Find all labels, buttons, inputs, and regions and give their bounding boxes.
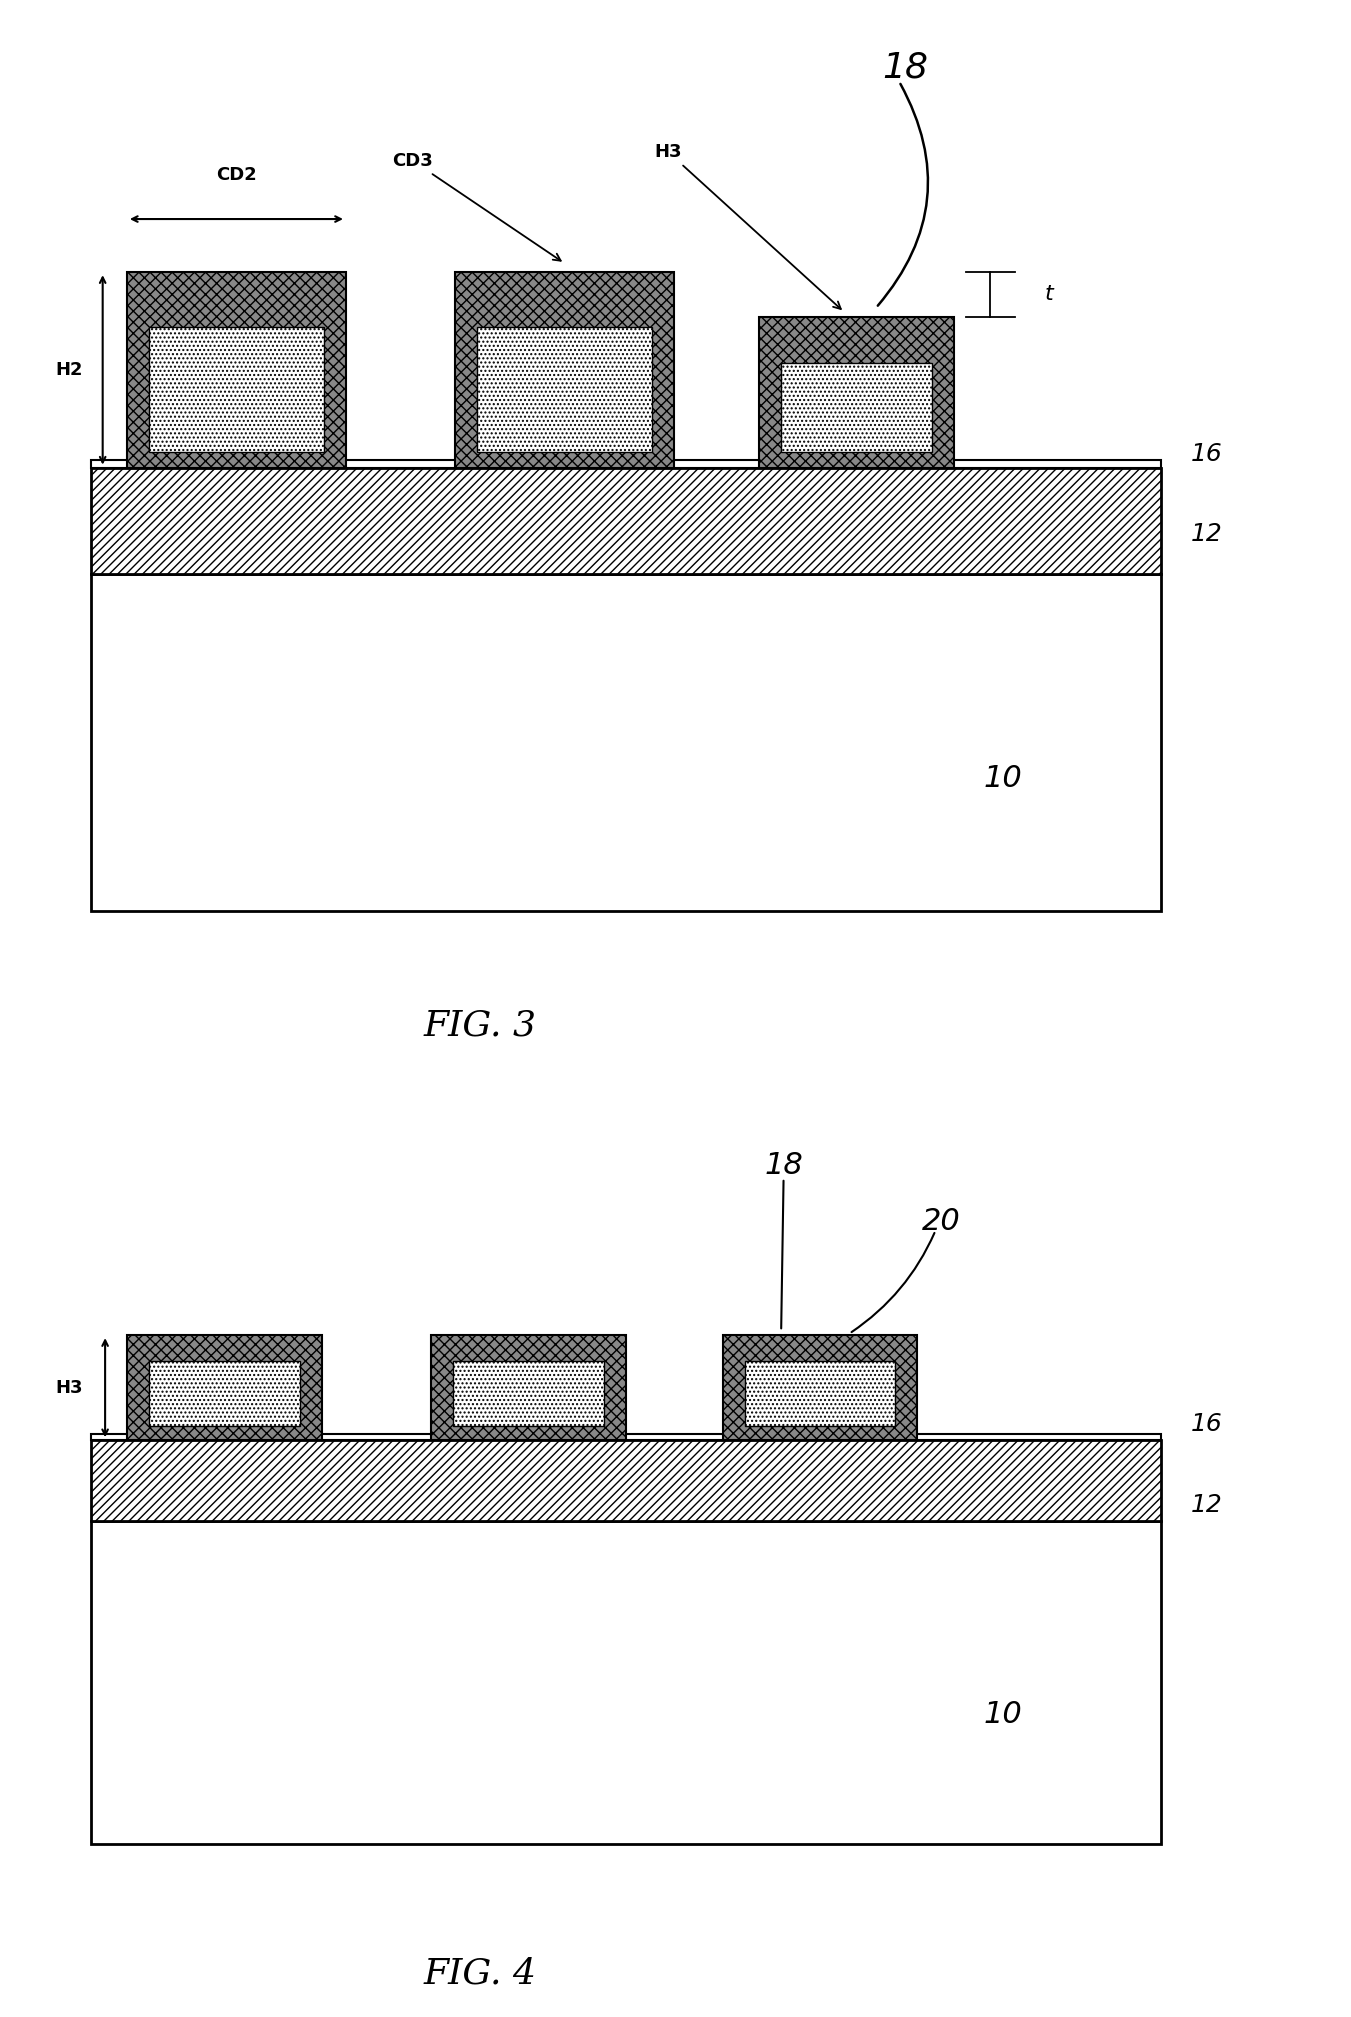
Text: CD2: CD2 — [216, 165, 257, 184]
Bar — [149, 327, 324, 452]
Bar — [455, 272, 674, 468]
Text: FIG. 4: FIG. 4 — [423, 1956, 536, 1991]
Text: 10: 10 — [984, 764, 1021, 793]
Text: 16: 16 — [1192, 1412, 1223, 1436]
Text: H3: H3 — [55, 1380, 82, 1396]
Bar — [91, 468, 1161, 575]
Bar — [431, 1335, 626, 1440]
Bar — [149, 1361, 300, 1426]
Bar — [453, 1361, 604, 1426]
Text: 12: 12 — [1192, 1493, 1223, 1517]
Text: 18: 18 — [882, 50, 928, 85]
Text: 20: 20 — [923, 1208, 961, 1236]
Text: 10: 10 — [984, 1700, 1021, 1729]
Bar — [91, 1434, 1161, 1440]
Text: 18: 18 — [765, 1152, 802, 1180]
Bar — [127, 272, 346, 468]
Text: H3: H3 — [654, 143, 840, 309]
Bar — [781, 363, 932, 452]
Bar — [127, 1335, 322, 1440]
Text: FIG. 3: FIG. 3 — [423, 1008, 536, 1043]
Bar — [91, 460, 1161, 468]
Bar — [759, 317, 954, 468]
Bar — [723, 1335, 917, 1440]
Bar — [744, 1361, 896, 1426]
Text: CD3: CD3 — [392, 151, 561, 260]
Text: 16: 16 — [1192, 442, 1223, 466]
Bar — [477, 327, 653, 452]
Bar — [91, 1440, 1161, 1521]
Bar — [91, 575, 1161, 912]
Text: 12: 12 — [1192, 522, 1223, 547]
Text: t: t — [1044, 284, 1054, 305]
Text: H2: H2 — [55, 361, 82, 379]
Bar — [91, 1521, 1161, 1844]
